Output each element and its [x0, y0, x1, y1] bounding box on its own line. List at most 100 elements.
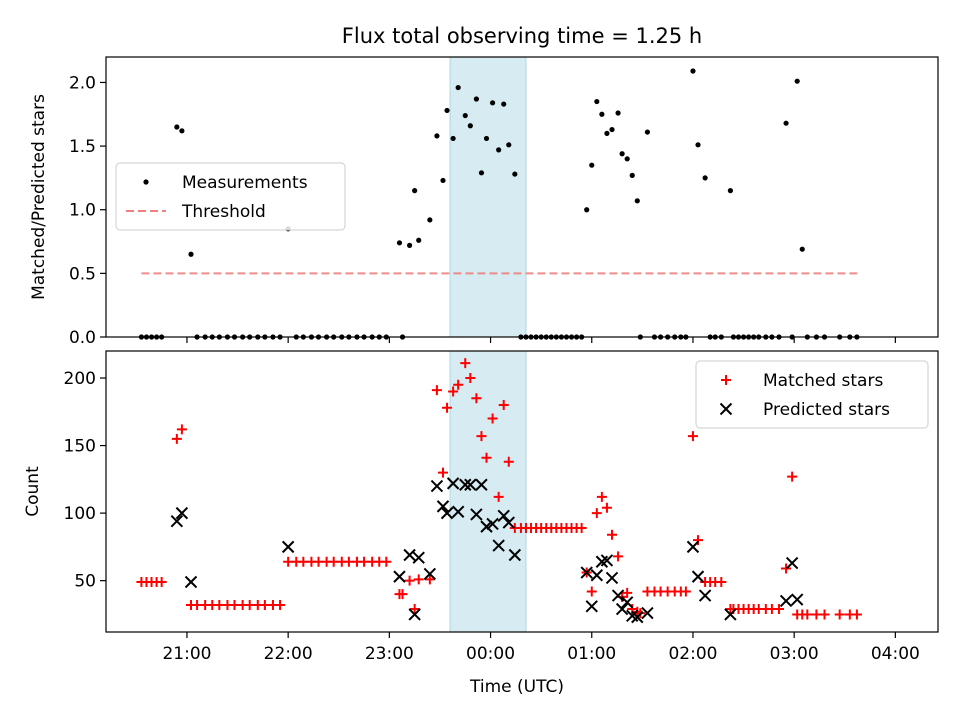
predicted-star-marker [436, 500, 450, 513]
measurement-point [427, 217, 433, 223]
predicted-star-marker [480, 520, 493, 533]
measurement-point [416, 237, 422, 243]
measurement-point [407, 242, 413, 248]
matched-star-marker [448, 386, 459, 397]
measurement-point [678, 334, 684, 340]
matched-star-marker [680, 586, 691, 597]
y-tick-label: 0.5 [69, 264, 96, 284]
predicted-star-marker [486, 517, 499, 531]
measurement-point [783, 120, 789, 126]
matched-star-marker [453, 379, 464, 390]
matched-star-marker [404, 575, 415, 586]
matched-star-marker [607, 529, 617, 540]
measurement-point [202, 334, 208, 340]
measurement-point [568, 334, 575, 340]
measurement-point [854, 334, 860, 340]
x-tick-label: 01:00 [567, 644, 616, 664]
matched-star-marker [437, 467, 448, 478]
predicted-star-marker [686, 540, 700, 554]
matched-star-marker [503, 456, 514, 467]
measurement-point [624, 156, 630, 162]
legend-box [695, 360, 929, 429]
measurement-point [506, 142, 512, 148]
predicted-star-marker [451, 505, 465, 518]
chart-title: Flux total observing time = 1.25 h [342, 24, 702, 48]
measurement-point [821, 334, 828, 340]
measurement-point [730, 334, 737, 340]
matched-star-marker [498, 400, 509, 411]
measurement-point [262, 334, 268, 340]
measurement-point [657, 334, 664, 340]
shaded-span [449, 350, 527, 633]
y-tick-label: 1.0 [69, 201, 96, 221]
x-tick-label: 21:00 [162, 644, 211, 664]
predicted-star-marker [779, 594, 793, 608]
measurement-point [584, 207, 590, 213]
matched-star-marker [476, 431, 487, 442]
measurement-point [548, 334, 554, 340]
measurement-point [563, 334, 570, 340]
measurement-point [776, 334, 782, 340]
measurement-point [473, 96, 479, 102]
measurement-point [247, 334, 253, 340]
predicted-star-marker [175, 506, 189, 520]
measurement-point [159, 334, 165, 340]
measurement-point [629, 172, 635, 178]
matched-star-marker [773, 604, 784, 615]
measurement-point [543, 334, 549, 340]
measurement-point [138, 334, 145, 340]
matched-star-marker [851, 609, 862, 620]
predicted-star-marker [281, 540, 295, 554]
measurement-point [489, 100, 496, 106]
matched-star-marker [819, 609, 830, 620]
measurement-point [740, 334, 747, 340]
measurement-point [746, 334, 752, 340]
predicted-star-marker [691, 570, 705, 583]
matched-star-marker [493, 491, 504, 502]
matched-star-marker [687, 431, 698, 442]
predicted-star-marker [585, 600, 598, 613]
measurement-point [240, 334, 246, 340]
measurement-point [558, 334, 565, 340]
matched-star-marker [176, 424, 187, 435]
y-axis-label: Matched/Predicted stars [29, 94, 49, 300]
predicted-star-marker [611, 589, 625, 602]
matched-star-marker [487, 413, 498, 424]
measurement-point [533, 334, 539, 340]
predicted-star-marker [492, 539, 505, 552]
y-tick-label: 150 [64, 437, 96, 457]
measurement-point [644, 129, 651, 135]
measurement-point [483, 135, 490, 142]
predicted-star-marker [184, 575, 198, 589]
measurement-point [324, 334, 330, 340]
measurement-point [331, 334, 337, 340]
measurement-point [354, 334, 360, 340]
x-tick-label: 00:00 [466, 644, 515, 664]
measurement-point [751, 334, 757, 340]
predicted-star-marker [470, 508, 483, 521]
measurement-point [756, 334, 762, 340]
legend-threshold-label: Threshold [181, 202, 266, 222]
y-tick-label: 0.0 [69, 328, 96, 348]
matched-star-marker [586, 586, 597, 597]
measurement-point [383, 334, 389, 340]
measurement-point [718, 334, 724, 340]
x-tick-label: 23:00 [365, 644, 414, 664]
legend-matched-marker [721, 375, 731, 385]
predicted-star-marker [631, 610, 644, 624]
y-tick-label: 2.0 [69, 73, 96, 93]
measurement-point [523, 334, 529, 340]
measurement-point [315, 334, 322, 340]
matched-star-marker [601, 502, 612, 513]
measurement-point [604, 130, 610, 136]
predicted-star-marker [790, 593, 804, 606]
matched-star-marker [275, 599, 286, 610]
matched-star-marker [471, 393, 482, 404]
predicted-star-marker [641, 606, 654, 620]
measurement-point [455, 84, 461, 91]
measurement-point [143, 334, 150, 340]
measurement-point [444, 107, 450, 114]
predicted-star-marker [698, 589, 712, 602]
matched-star-marker [802, 609, 813, 620]
